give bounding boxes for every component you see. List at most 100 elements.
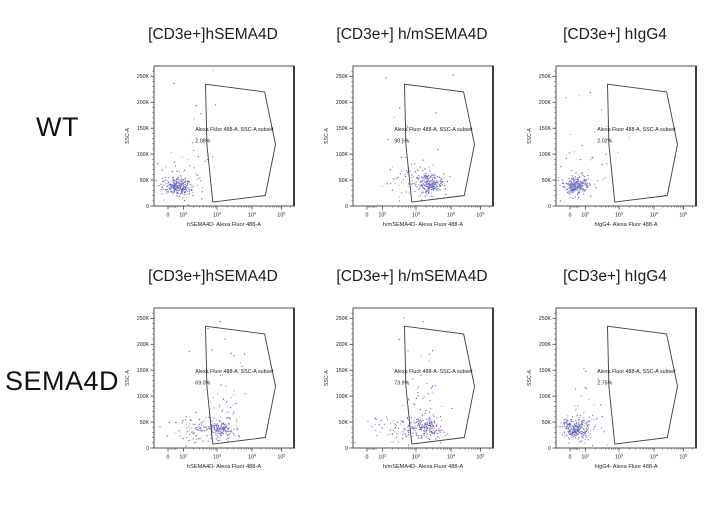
x-tick-label: 0: [366, 455, 369, 461]
scatter-plot-wt-hsema4d: 0 50K 100K 150K 200K 250K SSC-A 0 102 103 104 105 hS…: [125, 65, 295, 228]
y-axis: 0 50K 100K 150K 200K 250K SSC-A: [527, 312, 556, 452]
flow-plot-wt-higg4: [CD3e+] hIgG4 0 50K 100K 150K 200K 250K SSC-A 0…: [510, 24, 720, 230]
x-axis-title: hSEMA4D- Alexa Fluor 488-A: [187, 464, 261, 470]
gate-label: Alexa Fluor 488-A, SSC-A subset: [394, 127, 473, 133]
gate-percent: 90.5%: [394, 138, 409, 144]
y-axis: 0 50K 100K 150K 200K 250K SSC-A: [324, 70, 353, 210]
y-tick-label: 150K: [539, 126, 552, 132]
y-tick-label: 200K: [137, 342, 150, 348]
y-axis-title: SSC-A: [324, 370, 330, 386]
gate-polygon: [205, 325, 276, 445]
x-tick-label: 103: [213, 453, 221, 460]
gate-percent: 2.75%: [597, 380, 612, 386]
x-axis: 0 102 103 104 105 hIgG4- Alexa Fluor 488-A: [569, 206, 693, 228]
gate-polygon: [607, 83, 678, 203]
x-axis-title: hSEMA4D- Alexa Fluor 488-A: [187, 222, 261, 228]
x-tick-label: 104: [447, 211, 455, 218]
gate-label: Alexa Fluor 488-A, SSC-A subset: [195, 127, 274, 133]
x-tick-label: 0: [569, 455, 572, 461]
x-tick-label: 105: [476, 211, 484, 218]
gate-polygon: [404, 325, 475, 445]
x-axis-title: h/mSEMA4D- Alexa Fluor 488-A: [383, 464, 463, 470]
y-axis: 0 50K 100K 150K 200K 250K SSC-A: [125, 70, 154, 210]
y-tick-label: 0: [548, 446, 551, 452]
scatter-plot-sema4d-hsema4d: 0 50K 100K 150K 200K 250K SSC-A 0 102 103 104 105 hS…: [125, 307, 295, 470]
x-tick-label: 102: [378, 211, 386, 218]
gate-percent: 73.9%: [394, 380, 409, 386]
y-tick-label: 100K: [137, 152, 150, 158]
x-tick-label: 103: [615, 211, 623, 218]
y-tick-label: 250K: [137, 74, 150, 80]
plot-title: [CD3e+] h/mSEMA4D: [336, 26, 488, 43]
y-tick-label: 50K: [542, 178, 552, 184]
plot-title: [CD3e+]hSEMA4D: [148, 26, 278, 43]
y-axis: 0 50K 100K 150K 200K 250K SSC-A: [527, 70, 556, 210]
scatter-dots: [381, 74, 454, 202]
x-tick-label: 102: [378, 453, 386, 460]
gate-percent: 69.0%: [195, 380, 210, 386]
x-tick-label: 103: [213, 211, 221, 218]
x-tick-label: 0: [167, 455, 170, 461]
scatter-plot-wt-higg4: 0 50K 100K 150K 200K 250K SSC-A 0 102 103 104 105 hI…: [527, 65, 697, 228]
y-tick-label: 50K: [339, 178, 349, 184]
y-tick-label: 0: [345, 204, 348, 210]
x-axis: 0 102 103 104 105 hSEMA4D- Alexa Fluor 488-A: [167, 206, 291, 228]
y-axis: 0 50K 100K 150K 200K 250K SSC-A: [125, 312, 154, 452]
plot-title: [CD3e+] hIgG4: [563, 268, 667, 285]
x-tick-label: 102: [581, 453, 589, 460]
scatter-plot-sema4d-hmsema4d: 0 50K 100K 150K 200K 250K SSC-A 0 102 103 104 105 h/…: [324, 307, 494, 470]
y-tick-label: 150K: [336, 368, 349, 374]
x-tick-label: 102: [179, 453, 187, 460]
x-tick-label: 103: [615, 453, 623, 460]
flow-plot-sema4d-hmsema4d: [CD3e+] h/mSEMA4D 0 50K 100K 150K 200K 250K SS…: [307, 266, 517, 472]
x-tick-label: 104: [447, 453, 455, 460]
plot-frame: [555, 65, 697, 207]
y-tick-label: 100K: [336, 152, 349, 158]
y-tick-label: 50K: [140, 420, 150, 426]
y-tick-label: 50K: [542, 420, 552, 426]
x-axis-title: hIgG4- Alexa Fluor 488-A: [594, 222, 657, 228]
x-tick-label: 105: [476, 453, 484, 460]
y-tick-label: 200K: [539, 100, 552, 106]
y-tick-label: 200K: [336, 100, 349, 106]
x-tick-label: 0: [366, 213, 369, 219]
x-tick-label: 0: [167, 213, 170, 219]
y-axis-title: SSC-A: [125, 370, 131, 386]
y-tick-label: 100K: [336, 394, 349, 400]
x-axis: 0 102 103 104 105 h/mSEMA4D- Alexa Fluor 488-…: [366, 206, 490, 228]
y-tick-label: 0: [146, 446, 149, 452]
flow-plot-sema4d-higg4: [CD3e+] hIgG4 0 50K 100K 150K 200K 250K SSC-A 0…: [510, 266, 720, 472]
scatter-dots: [557, 368, 612, 447]
flow-plot-wt-hmsema4d: [CD3e+] h/mSEMA4D 0 50K 100K 150K 200K 250K SS…: [307, 24, 517, 230]
y-axis: 0 50K 100K 150K 200K 250K SSC-A: [324, 312, 353, 452]
y-tick-label: 200K: [539, 342, 552, 348]
x-tick-label: 105: [277, 453, 285, 460]
y-axis-title: SSC-A: [527, 370, 533, 386]
y-tick-label: 100K: [539, 152, 552, 158]
x-tick-label: 105: [679, 453, 687, 460]
gate-label: Alexa Fluor 488-A, SSC-A subset: [597, 127, 676, 133]
y-tick-label: 250K: [539, 74, 552, 80]
y-tick-label: 250K: [137, 316, 150, 322]
scatter-dots: [155, 69, 217, 206]
x-tick-label: 0: [569, 213, 572, 219]
x-axis: 0 102 103 104 105 hSEMA4D- Alexa Fluor 488-A: [167, 448, 291, 470]
y-tick-label: 250K: [336, 74, 349, 80]
y-tick-label: 150K: [137, 368, 150, 374]
y-tick-label: 0: [345, 446, 348, 452]
gate-percent: 2.02%: [597, 138, 612, 144]
plot-frame: [153, 65, 295, 207]
y-tick-label: 0: [548, 204, 551, 210]
gate-label: Alexa Fluor 488-A, SSC-A subset: [394, 369, 473, 375]
plot-frame: [352, 307, 494, 449]
gate-polygon: [607, 325, 678, 445]
y-tick-label: 250K: [336, 316, 349, 322]
y-tick-label: 100K: [137, 394, 150, 400]
x-axis: 0 102 103 104 105 hIgG4- Alexa Fluor 488-A: [569, 448, 693, 470]
x-tick-label: 104: [650, 211, 658, 218]
y-tick-label: 50K: [140, 178, 150, 184]
y-tick-label: 250K: [539, 316, 552, 322]
plot-title: [CD3e+] h/mSEMA4D: [336, 268, 488, 285]
scatter-dots: [557, 91, 630, 202]
